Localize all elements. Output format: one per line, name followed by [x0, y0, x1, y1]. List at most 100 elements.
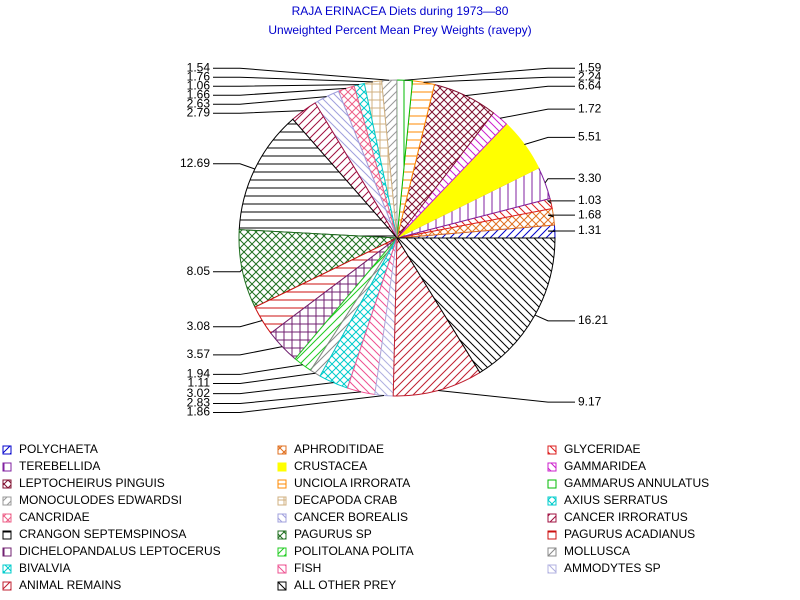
data-label: 12.69	[180, 156, 210, 170]
leader-line	[213, 163, 256, 170]
legend-label: CRUSTACEA	[294, 459, 367, 473]
leader-line	[213, 76, 373, 83]
pie-slice	[238, 118, 399, 239]
legend-swatch	[547, 445, 557, 455]
data-label: 1.03	[578, 193, 602, 207]
data-label: 2.24	[578, 69, 602, 83]
data-label: 16.21	[578, 313, 608, 327]
legend-swatch	[547, 496, 557, 506]
data-label: 1.66	[187, 87, 211, 101]
data-label: 1.54	[187, 60, 211, 74]
legend-label: PAGURUS SP	[294, 527, 372, 541]
leader-line	[524, 136, 575, 145]
legend-label: BIVALVIA	[19, 561, 71, 575]
chart-subtitle: Unweighted Percent Mean Prey Weights (ra…	[268, 23, 531, 37]
legend-swatch	[547, 479, 557, 489]
legend-swatch	[277, 462, 287, 472]
data-label: 9.17	[578, 394, 602, 408]
leader-line	[213, 67, 390, 81]
leader-line	[213, 96, 327, 105]
leader-line	[213, 87, 347, 96]
data-label: 2.63	[187, 96, 211, 110]
legend-swatch	[277, 547, 287, 557]
legend-swatch	[2, 496, 12, 506]
legend-label: ANIMAL REMAINS	[19, 578, 121, 592]
legend-label: DECAPODA CRAB	[294, 493, 397, 507]
leader-line	[544, 178, 575, 184]
leader-line	[465, 85, 575, 97]
data-label: 1.59	[578, 60, 602, 74]
legend-swatch	[2, 479, 12, 489]
legend-swatch	[2, 547, 12, 557]
data-label: 1.86	[187, 405, 211, 419]
legend-label: TEREBELLIDA	[19, 459, 100, 473]
leader-line	[423, 76, 575, 83]
legend-label: PAGURUS ACADIANUS	[564, 527, 695, 541]
data-label: 5.51	[578, 130, 602, 144]
legend-swatch	[2, 462, 12, 472]
legend-swatch	[2, 513, 12, 523]
leader-line	[213, 391, 362, 405]
data-label: 2.83	[187, 396, 211, 410]
data-label: 3.30	[578, 171, 602, 185]
legend-swatch	[277, 581, 287, 591]
leader-line	[213, 372, 316, 385]
data-label: 1.72	[578, 101, 602, 115]
legend-label: AMMODYTES SP	[564, 561, 661, 575]
data-label: 3.57	[187, 347, 211, 361]
legend-swatch	[277, 564, 287, 574]
legend-swatch	[277, 479, 287, 489]
legend-label: POLITOLANA POLITA	[294, 544, 414, 558]
legend-swatch	[277, 445, 287, 455]
legend-label: MONOCULODES EDWARDSI	[19, 493, 182, 507]
legend-label: MOLLUSCA	[564, 544, 630, 558]
legend-label: ALL OTHER PREY	[294, 578, 396, 592]
leader-line	[213, 320, 263, 328]
legend-label: UNCIOLA IRRORATA	[294, 476, 410, 490]
legend-label: FISH	[294, 561, 321, 575]
legend-label: APHRODITIDAE	[294, 442, 384, 456]
legend-swatch	[547, 462, 557, 472]
legend-label: CANCER IRRORATUS	[564, 510, 688, 524]
legend-swatch	[2, 581, 12, 591]
legend-label: GAMMARUS ANNULATUS	[564, 476, 709, 490]
legend-label: POLYCHAETA	[19, 442, 98, 456]
leader-line	[213, 346, 283, 356]
leader-line	[438, 390, 575, 403]
leader-line	[213, 269, 243, 273]
legend-label: GAMMARIDEA	[564, 459, 646, 473]
leader-line	[404, 67, 575, 81]
legend-swatch	[547, 564, 557, 574]
leader-line	[547, 214, 575, 218]
data-label: 2.79	[187, 105, 211, 119]
legend-swatch	[277, 496, 287, 506]
chart-title: RAJA ERINACEA Diets during 1973—80	[292, 4, 509, 18]
legend-label: DICHELOPANDALUS LEPTOCERUS	[19, 544, 221, 558]
leader-line	[213, 382, 334, 395]
leader-line	[499, 108, 575, 119]
legend-label: CRANGON SEPTEMSPINOSA	[19, 527, 186, 541]
legend-label: CANCRIDAE	[19, 510, 90, 524]
legend-label: CANCER BOREALIS	[294, 510, 408, 524]
legend-swatch	[2, 445, 12, 455]
legend-label: AXIUS SERRATUS	[564, 493, 668, 507]
legend-swatch	[2, 530, 12, 540]
data-label: 1.68	[578, 207, 602, 221]
leader-line	[213, 84, 360, 87]
leader-line	[534, 314, 575, 322]
legend-swatch	[277, 530, 287, 540]
pie-slice	[392, 236, 481, 397]
leader-line	[213, 394, 385, 414]
legend-label: LEPTOCHEIRUS PINGUIS	[19, 476, 165, 490]
legend-swatch	[547, 547, 557, 557]
data-label: 1.76	[187, 69, 211, 83]
leader-line	[546, 200, 575, 204]
legend-swatch	[277, 513, 287, 523]
legend-swatch	[547, 530, 557, 540]
data-label: 3.02	[187, 386, 211, 400]
leader-line	[213, 110, 304, 114]
data-label: 6.64	[578, 78, 602, 92]
data-label: 1.31	[578, 223, 602, 237]
data-label: 3.08	[187, 319, 211, 333]
